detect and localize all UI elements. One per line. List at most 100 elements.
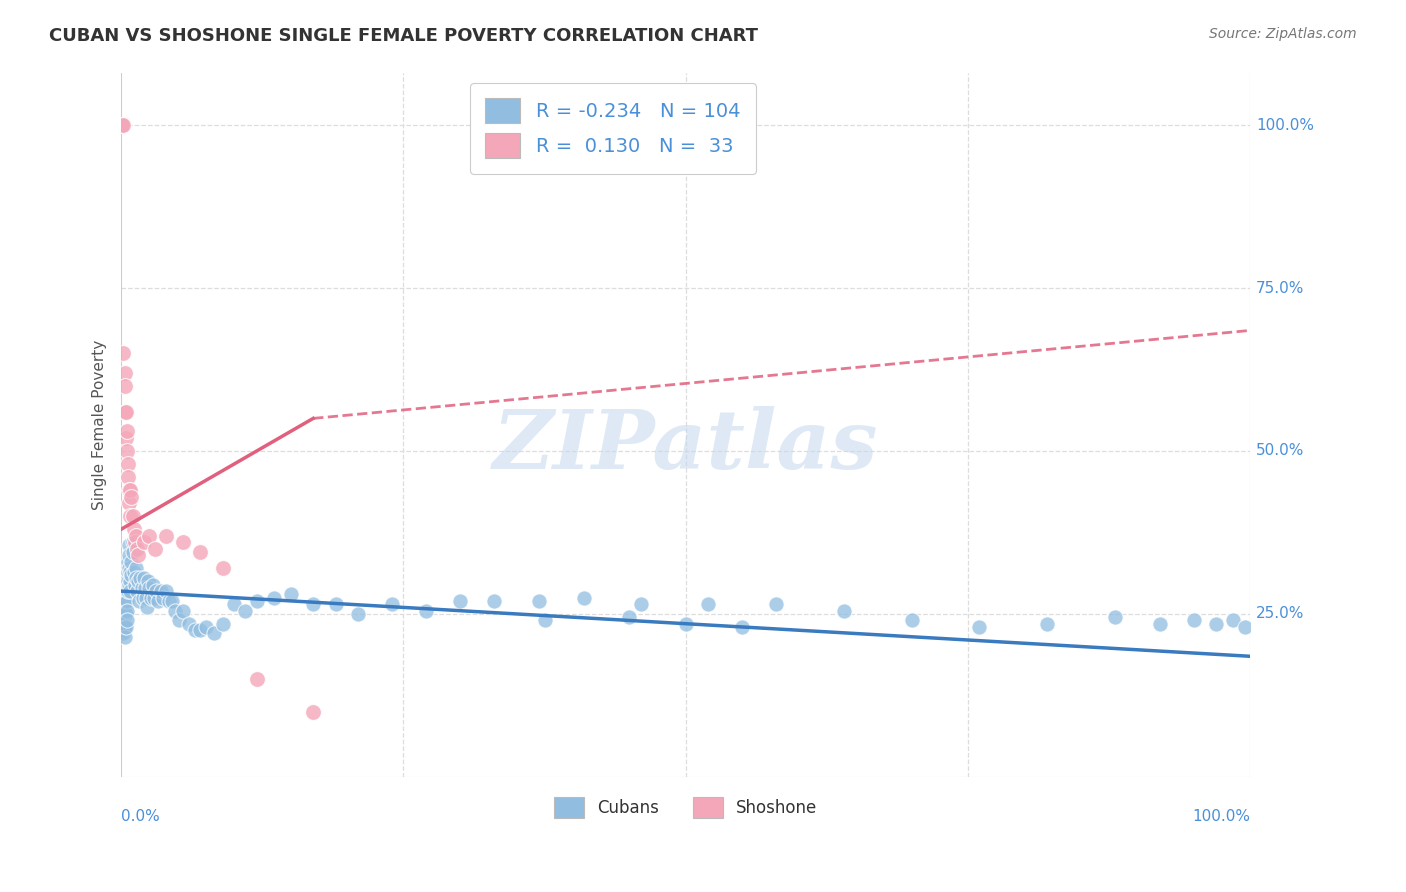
Point <box>165 604 187 618</box>
Point <box>143 541 166 556</box>
Point <box>675 616 697 631</box>
Point <box>112 626 135 640</box>
Point <box>118 539 141 553</box>
Point <box>120 509 142 524</box>
Point <box>832 604 855 618</box>
Point <box>122 522 145 536</box>
Text: 75.0%: 75.0% <box>1256 281 1305 295</box>
Point <box>115 584 138 599</box>
Point <box>112 616 135 631</box>
Point <box>125 561 148 575</box>
Text: 100.0%: 100.0% <box>1256 118 1313 133</box>
Point <box>302 705 325 719</box>
Point <box>114 591 136 605</box>
Point <box>118 496 141 510</box>
Point <box>183 624 205 638</box>
Point <box>142 577 165 591</box>
Point <box>145 584 167 599</box>
Point <box>115 604 138 618</box>
Point <box>127 549 149 563</box>
Point <box>765 597 787 611</box>
Point <box>120 490 142 504</box>
Text: 100.0%: 100.0% <box>1192 808 1250 823</box>
Point <box>125 541 148 556</box>
Point <box>118 577 141 591</box>
Point <box>125 529 148 543</box>
Point <box>111 604 134 618</box>
Point <box>138 581 160 595</box>
Point <box>121 509 143 524</box>
Point <box>114 616 136 631</box>
Point <box>132 571 155 585</box>
Point <box>731 620 754 634</box>
Point <box>381 597 404 611</box>
Point <box>117 584 139 599</box>
Text: CUBAN VS SHOSHONE SINGLE FEMALE POVERTY CORRELATION CHART: CUBAN VS SHOSHONE SINGLE FEMALE POVERTY … <box>49 27 758 45</box>
Point <box>136 600 159 615</box>
Point <box>533 614 555 628</box>
Point <box>157 594 180 608</box>
Point <box>449 594 471 608</box>
Point <box>415 604 437 618</box>
Text: ZIPatlas: ZIPatlas <box>494 406 879 486</box>
Point <box>118 561 141 575</box>
Point <box>131 581 153 595</box>
Point <box>172 604 194 618</box>
Point <box>114 610 136 624</box>
Point <box>135 591 157 605</box>
Point <box>1222 614 1244 628</box>
Point <box>160 594 183 608</box>
Point <box>128 594 150 608</box>
Point <box>224 597 246 611</box>
Point <box>120 574 142 589</box>
Point <box>114 594 136 608</box>
Point <box>114 431 136 445</box>
Point <box>114 630 136 644</box>
Point <box>167 614 190 628</box>
Point <box>482 594 505 608</box>
Point <box>1104 610 1126 624</box>
Point <box>115 614 138 628</box>
Point <box>117 565 139 579</box>
Point <box>117 470 139 484</box>
Point <box>152 591 174 605</box>
Point <box>235 604 257 618</box>
Point <box>129 571 152 585</box>
Point <box>111 118 134 132</box>
Point <box>122 565 145 579</box>
Point <box>125 571 148 585</box>
Point <box>117 574 139 589</box>
Point <box>148 594 170 608</box>
Point <box>111 118 134 132</box>
Point <box>139 591 162 605</box>
Point <box>120 565 142 579</box>
Point <box>211 561 233 575</box>
Point <box>572 591 595 605</box>
Point <box>527 594 550 608</box>
Point <box>115 425 138 439</box>
Point <box>143 591 166 605</box>
Point <box>112 624 135 638</box>
Text: 25.0%: 25.0% <box>1256 607 1305 622</box>
Point <box>1182 614 1205 628</box>
Point <box>114 405 136 419</box>
Point <box>124 535 146 549</box>
Point <box>263 591 285 605</box>
Point <box>111 591 134 605</box>
Point <box>1149 616 1171 631</box>
Point <box>697 597 720 611</box>
Point <box>114 366 136 380</box>
Point <box>112 346 135 360</box>
Point <box>120 567 142 582</box>
Point <box>112 118 135 132</box>
Point <box>155 529 177 543</box>
Text: 0.0%: 0.0% <box>121 808 160 823</box>
Point <box>194 620 217 634</box>
Point <box>177 616 200 631</box>
Point <box>114 405 136 419</box>
Point <box>302 597 325 611</box>
Legend: Cubans, Shoshone: Cubans, Shoshone <box>547 790 824 825</box>
Point <box>246 672 269 686</box>
Point <box>967 620 990 634</box>
Point <box>114 620 136 634</box>
